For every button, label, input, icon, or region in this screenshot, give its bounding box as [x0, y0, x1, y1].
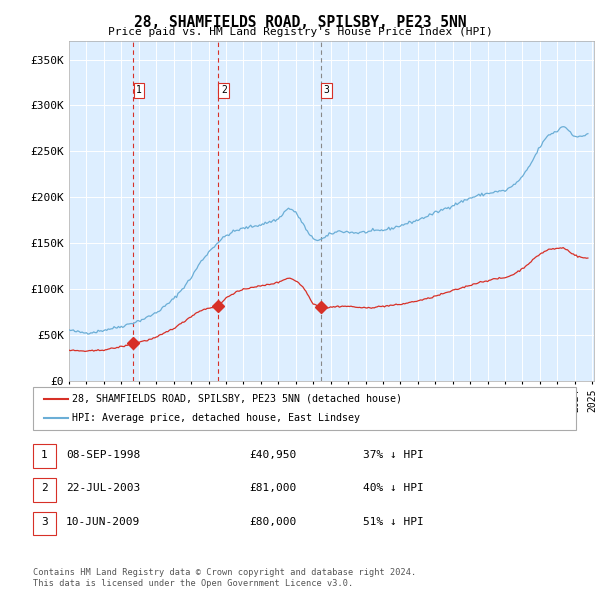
Text: £40,950: £40,950: [249, 450, 296, 460]
Text: 51% ↓ HPI: 51% ↓ HPI: [363, 517, 424, 527]
Text: Contains HM Land Registry data © Crown copyright and database right 2024.: Contains HM Land Registry data © Crown c…: [33, 568, 416, 577]
Text: Price paid vs. HM Land Registry's House Price Index (HPI): Price paid vs. HM Land Registry's House …: [107, 27, 493, 37]
Text: 3: 3: [41, 517, 48, 527]
Text: 2: 2: [221, 86, 227, 96]
Text: £80,000: £80,000: [249, 517, 296, 527]
Text: 22-JUL-2003: 22-JUL-2003: [66, 483, 140, 493]
Text: 28, SHAMFIELDS ROAD, SPILSBY, PE23 5NN: 28, SHAMFIELDS ROAD, SPILSBY, PE23 5NN: [134, 15, 466, 30]
Text: 1: 1: [41, 450, 48, 460]
Text: £81,000: £81,000: [249, 483, 296, 493]
Text: HPI: Average price, detached house, East Lindsey: HPI: Average price, detached house, East…: [72, 412, 360, 422]
Text: 37% ↓ HPI: 37% ↓ HPI: [363, 450, 424, 460]
Text: 40% ↓ HPI: 40% ↓ HPI: [363, 483, 424, 493]
Text: 2: 2: [41, 483, 48, 493]
Text: 3: 3: [323, 86, 329, 96]
Text: 28, SHAMFIELDS ROAD, SPILSBY, PE23 5NN (detached house): 28, SHAMFIELDS ROAD, SPILSBY, PE23 5NN (…: [72, 394, 402, 404]
Text: This data is licensed under the Open Government Licence v3.0.: This data is licensed under the Open Gov…: [33, 579, 353, 588]
Text: 1: 1: [136, 86, 142, 96]
Text: 10-JUN-2009: 10-JUN-2009: [66, 517, 140, 527]
Text: 08-SEP-1998: 08-SEP-1998: [66, 450, 140, 460]
